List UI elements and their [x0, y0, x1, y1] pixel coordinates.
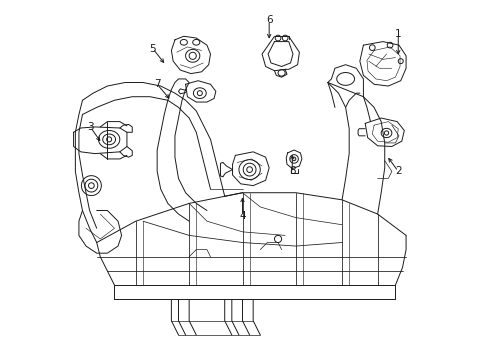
Text: 2: 2: [394, 166, 401, 176]
Text: 1: 1: [394, 30, 401, 40]
Text: 4: 4: [239, 211, 245, 221]
Text: 5: 5: [149, 44, 156, 54]
Text: 8: 8: [288, 166, 295, 176]
Text: 7: 7: [153, 79, 160, 89]
Text: 6: 6: [265, 15, 272, 25]
Text: 3: 3: [87, 122, 93, 132]
